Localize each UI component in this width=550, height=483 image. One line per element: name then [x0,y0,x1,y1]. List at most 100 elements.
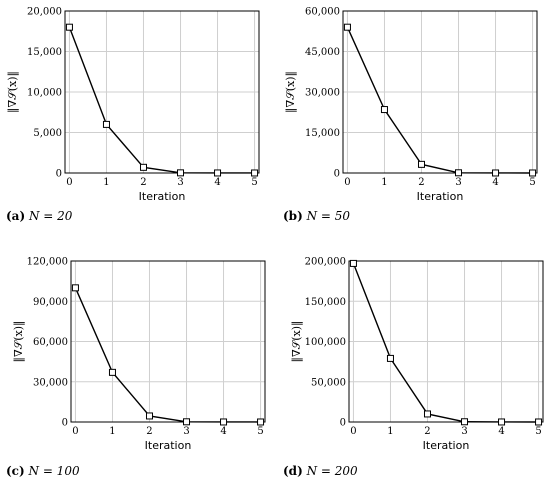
x-tick-label: 3 [177,177,183,188]
y-axis-label: ‖∇𝒮(x)‖ [12,321,26,363]
x-tick-label: 5 [529,177,535,188]
data-point-marker [529,169,537,177]
y-tick-label: 60,000 [305,7,340,18]
plot-frame [70,260,266,423]
series-line [68,26,255,174]
x-tick-label: 4 [498,426,504,437]
x-axis-label: Iteration [139,190,186,203]
y-tick-label: 20,000 [27,7,62,18]
data-point-marker [214,169,222,177]
x-tick-label: 0 [350,426,356,437]
y-tick-label: 15,000 [27,47,62,58]
y-tick-label: 5,000 [33,128,62,139]
y-tick-label: 90,000 [33,297,68,308]
data-point-marker [417,160,425,168]
y-axis-label: ‖∇𝒮(x)‖ [6,71,20,113]
data-point-marker [461,418,469,426]
x-tick-label: 1 [381,177,387,188]
y-tick-label: 150,000 [305,297,346,308]
caption-equation: N = 50 [306,209,351,223]
x-tick-label: 5 [535,426,541,437]
subfigure-caption: (d) N = 200 [283,464,358,478]
x-tick-label: 2 [424,426,430,437]
x-axis-label: Iteration [423,439,470,452]
data-point-marker [108,368,116,376]
data-point-marker [386,354,394,362]
data-point-marker [251,169,259,177]
data-point-marker [498,418,506,426]
chart-panel-d: 0 1 2 3 4 5 0 50,000 100,000 150,000 200,000 Iterat… [283,257,544,478]
data-point-marker [423,410,431,418]
x-tick-label: 2 [140,177,146,188]
y-tick-label: 120,000 [27,257,68,268]
x-tick-label: 3 [455,177,461,188]
y-tick-label: 0 [340,418,346,429]
x-tick-label: 0 [66,177,72,188]
data-point-marker [139,163,147,171]
x-tick-label: 0 [344,177,350,188]
subfigure-caption: (b) N = 50 [283,209,350,223]
data-point-marker [177,169,185,177]
y-tick-label: 50,000 [311,377,346,388]
caption-tag: (a) [6,209,25,223]
x-tick-label: 3 [183,426,189,437]
subfigure-caption: (a) N = 20 [6,209,73,223]
y-tick-label: 45,000 [305,47,340,58]
x-tick-label: 0 [72,426,78,437]
data-point-marker [257,418,265,426]
caption-equation: N = 100 [28,464,80,478]
data-point-marker [65,23,73,31]
x-tick-label: 2 [146,426,152,437]
y-tick-label: 100,000 [305,337,346,348]
data-point-marker [343,23,351,31]
x-tick-label: 1 [109,426,115,437]
plot-frame [64,10,260,174]
chart-panel-b: 0 1 2 3 4 5 0 15,000 30,000 45,000 60,000 Iteration… [283,7,538,223]
y-axis-label: ‖∇𝒮(x)‖ [290,321,304,363]
x-tick-label: 4 [492,177,498,188]
caption-equation: N = 20 [28,209,73,223]
caption-tag: (c) [6,464,25,478]
y-tick-label: 0 [334,169,340,180]
y-tick-label: 0 [62,418,68,429]
data-point-marker [535,418,543,426]
x-tick-label: 2 [418,177,424,188]
x-tick-label: 5 [251,177,257,188]
caption-equation: N = 200 [306,464,358,478]
x-tick-label: 4 [220,426,226,437]
chart-panel-a: 0 1 2 3 4 5 0 5,000 10,000 15,000 20,000 Iteration ‖… [6,7,260,223]
caption-tag: (b) [283,209,303,223]
x-tick-label: 4 [214,177,220,188]
x-tick-label: 1 [103,177,109,188]
caption-tag: (d) [283,464,303,478]
y-tick-label: 60,000 [33,337,68,348]
series-line [74,287,261,423]
data-point-marker [71,284,79,292]
x-axis-label: Iteration [417,190,464,203]
data-point-marker [220,418,228,426]
y-tick-label: 15,000 [305,128,340,139]
plot-frame [348,260,544,423]
y-tick-label: 30,000 [33,377,68,388]
data-point-marker [492,169,500,177]
y-axis-label: ‖∇𝒮(x)‖ [284,71,298,113]
y-tick-label: 10,000 [27,88,62,99]
chart-panel-c: 0 1 2 3 4 5 0 30,000 60,000 90,000 120,000 Iteratio… [6,257,266,478]
plot-frame [342,10,538,174]
y-tick-label: 30,000 [305,88,340,99]
series-line [352,263,539,423]
data-point-marker [145,412,153,420]
x-tick-label: 5 [257,426,263,437]
data-point-marker [183,418,191,426]
x-tick-label: 1 [387,426,393,437]
x-axis-label: Iteration [145,439,192,452]
data-point-marker [349,259,357,267]
data-point-marker [380,106,388,114]
data-point-marker [102,120,110,128]
data-point-marker [455,169,463,177]
y-tick-label: 0 [56,169,62,180]
subfigure-caption: (c) N = 100 [6,464,80,478]
x-tick-label: 3 [461,426,467,437]
y-tick-label: 200,000 [305,257,346,268]
